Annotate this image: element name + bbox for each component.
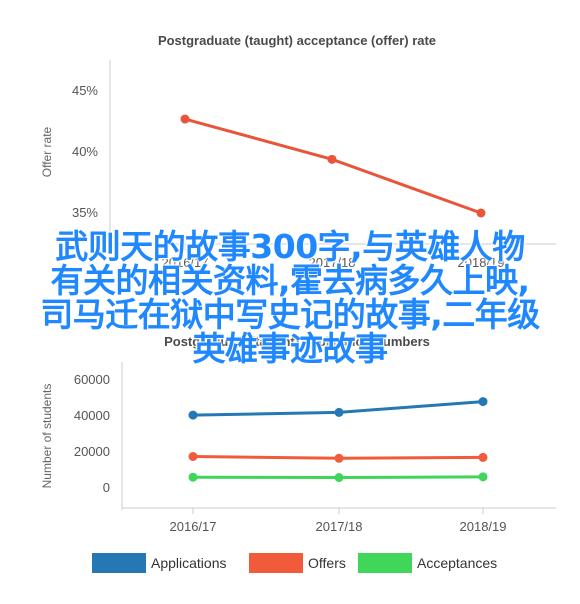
y-tick-label: 20000: [74, 444, 110, 459]
data-point: [188, 452, 198, 461]
data-point: [180, 114, 190, 124]
data-point: [188, 410, 198, 420]
data-point: [478, 452, 488, 462]
data-point: [334, 453, 344, 463]
data-point: [334, 407, 344, 417]
x-tick-label: 2018/19: [458, 255, 505, 270]
chart2-y-axis-label: Number of students: [40, 384, 54, 489]
legend-swatch-acceptances: [358, 553, 412, 573]
legend-label-acceptances: Acceptances: [417, 555, 497, 571]
legend-label-applications: Applications: [151, 555, 227, 571]
overlay-line-1: 武则天的故事300字,与英雄人物: [55, 227, 525, 266]
offer-rate-chart: Postgraduate (taught) acceptance (offer)…: [40, 33, 556, 270]
overlay-line-4: 英雄事迹故事: [192, 329, 389, 368]
data-point: [476, 208, 486, 218]
series-line-offer-rate: [184, 117, 482, 215]
y-tick-label: 60000: [74, 372, 110, 387]
overlay-line-2: 有关的相关资料,霍去病多久上映,: [50, 261, 530, 300]
x-tick-label: 2017/18: [316, 519, 363, 534]
chart1-title: Postgraduate (taught) acceptance (offer)…: [158, 33, 436, 48]
x-tick-label: 2017/18: [309, 255, 356, 270]
y-tick-label: 35%: [72, 205, 98, 220]
chart1-y-axis-label: Offer rate: [40, 126, 54, 177]
chart2-legend: Applications Offers Acceptances: [92, 553, 497, 573]
y-tick-label: 0: [103, 480, 110, 495]
x-tick-label: 2016/17: [162, 255, 209, 270]
x-tick-label: 2016/17: [170, 519, 217, 534]
data-point: [188, 472, 198, 482]
data-point: [334, 473, 344, 483]
application-numbers-chart: Postgraduate (taught) application number…: [40, 334, 556, 573]
legend-swatch-applications: [92, 553, 146, 573]
y-tick-label: 40%: [72, 144, 98, 159]
overlay-line-3: 司马迁在狱中写史记的故事,二年级: [40, 295, 540, 334]
y-tick-label: 45%: [72, 83, 98, 98]
legend-label-offers: Offers: [308, 555, 346, 571]
x-tick-label: 2018/19: [460, 519, 507, 534]
data-point: [327, 154, 337, 164]
overlay-headline: 武则天的故事300字,与英雄人物 有关的相关资料,霍去病多久上映, 司马迁在狱中…: [0, 230, 580, 366]
data-point: [478, 472, 488, 482]
y-tick-label: 40000: [74, 408, 110, 423]
data-point: [478, 397, 488, 407]
legend-swatch-offers: [249, 553, 303, 573]
chart2-title: Postgraduate (taught) application number…: [164, 334, 430, 349]
